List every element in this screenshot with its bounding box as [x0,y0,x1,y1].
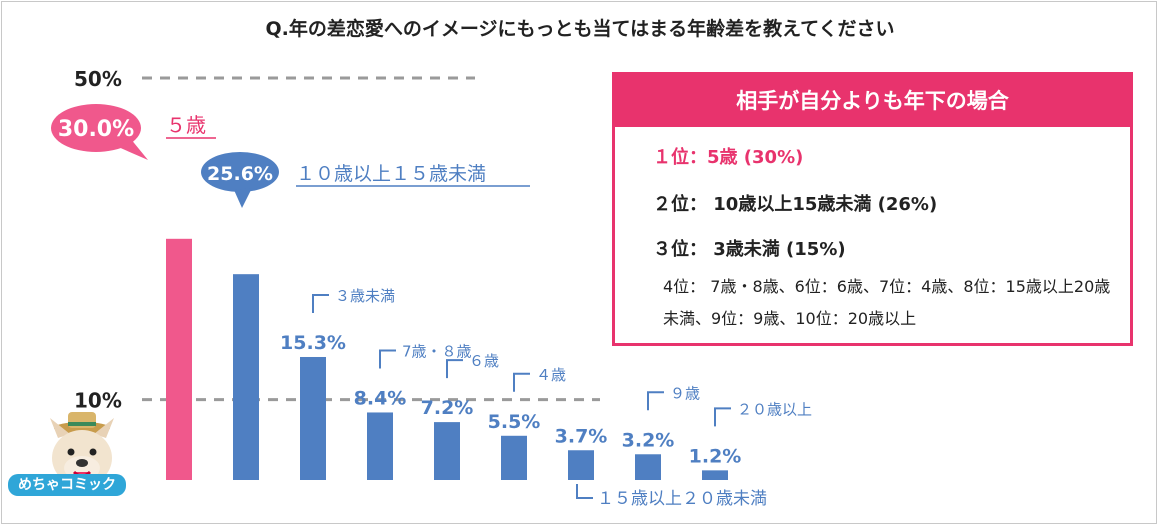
value-label: 3.7% [555,425,608,447]
category-label: 7歳・８歳 [402,342,472,360]
category-label: ９歳 [670,384,700,402]
bar [434,422,460,480]
value-label: 8.4% [354,387,407,409]
value-bubble-tail [234,188,252,208]
category-label: ２０歳以上 [737,400,812,418]
rank-3: ３位： 3歳未満 (15%) [653,239,846,260]
bar [367,412,393,480]
value-bubble [51,104,141,152]
category-leader [714,407,731,427]
bar-labels: 30.0% ５歳 25.6% １０歳以上１５歳未満 15.3% ３歳未満 8.4% 7歳・８歳… [51,104,812,509]
category-label: １０歳以上１５歳未満 [296,163,486,185]
y-tick-label: 50% [74,67,122,91]
rank-others: 4位： 7歳・8歳、6位：6歳、7位：4歳、8位：15歳以上20歳未満、9位：9… [663,277,1111,328]
value-bubble-tail [116,138,148,160]
value-label: 3.2% [622,429,675,451]
category-label: ６歳 [469,352,499,370]
bar [166,238,192,480]
category-label: １５歳以上２０歳未満 [597,489,767,509]
y-tick-label: 10% [74,389,122,413]
ranking-box: 相手が自分よりも年下の場合 １位：5歳 (30%) ２位： 10歳以上15歳未満… [612,72,1133,346]
category-label: ４歳 [536,366,566,384]
category-leader [379,349,396,369]
value-label: 30.0% [58,117,134,142]
logo-text: めちゃコミック [8,474,126,496]
gridlines: 50% 10% [74,67,600,413]
bars [166,238,728,480]
category-leader [312,293,329,313]
bar [501,435,527,480]
bar [300,356,326,480]
category-leader [647,391,664,411]
value-label: 25.6% [207,163,273,185]
category-leader [513,372,530,392]
bar [635,454,661,480]
category-leader [446,359,463,379]
rank-2: ２位： 10歳以上15歳未満 (26%) [653,194,938,215]
category-label: ３歳未満 [335,287,395,305]
category-leader [576,484,593,499]
chart-title: Q.年の差恋愛へのイメージにもっとも当てはまる年齢差を教えてください [265,18,895,40]
bar [233,274,259,480]
bar [568,450,594,480]
bar [702,470,728,480]
rank-1: １位：5歳 (30%) [653,147,804,168]
mascot-logo: めちゃコミック [8,408,126,502]
value-label: 7.2% [421,397,474,419]
value-label: 15.3% [280,332,346,354]
value-label: 1.2% [689,445,742,467]
ranking-header: 相手が自分よりも年下の場合 [615,75,1130,127]
value-bubble [201,152,279,192]
category-label: ５歳 [166,113,206,137]
value-label: 5.5% [488,411,541,433]
